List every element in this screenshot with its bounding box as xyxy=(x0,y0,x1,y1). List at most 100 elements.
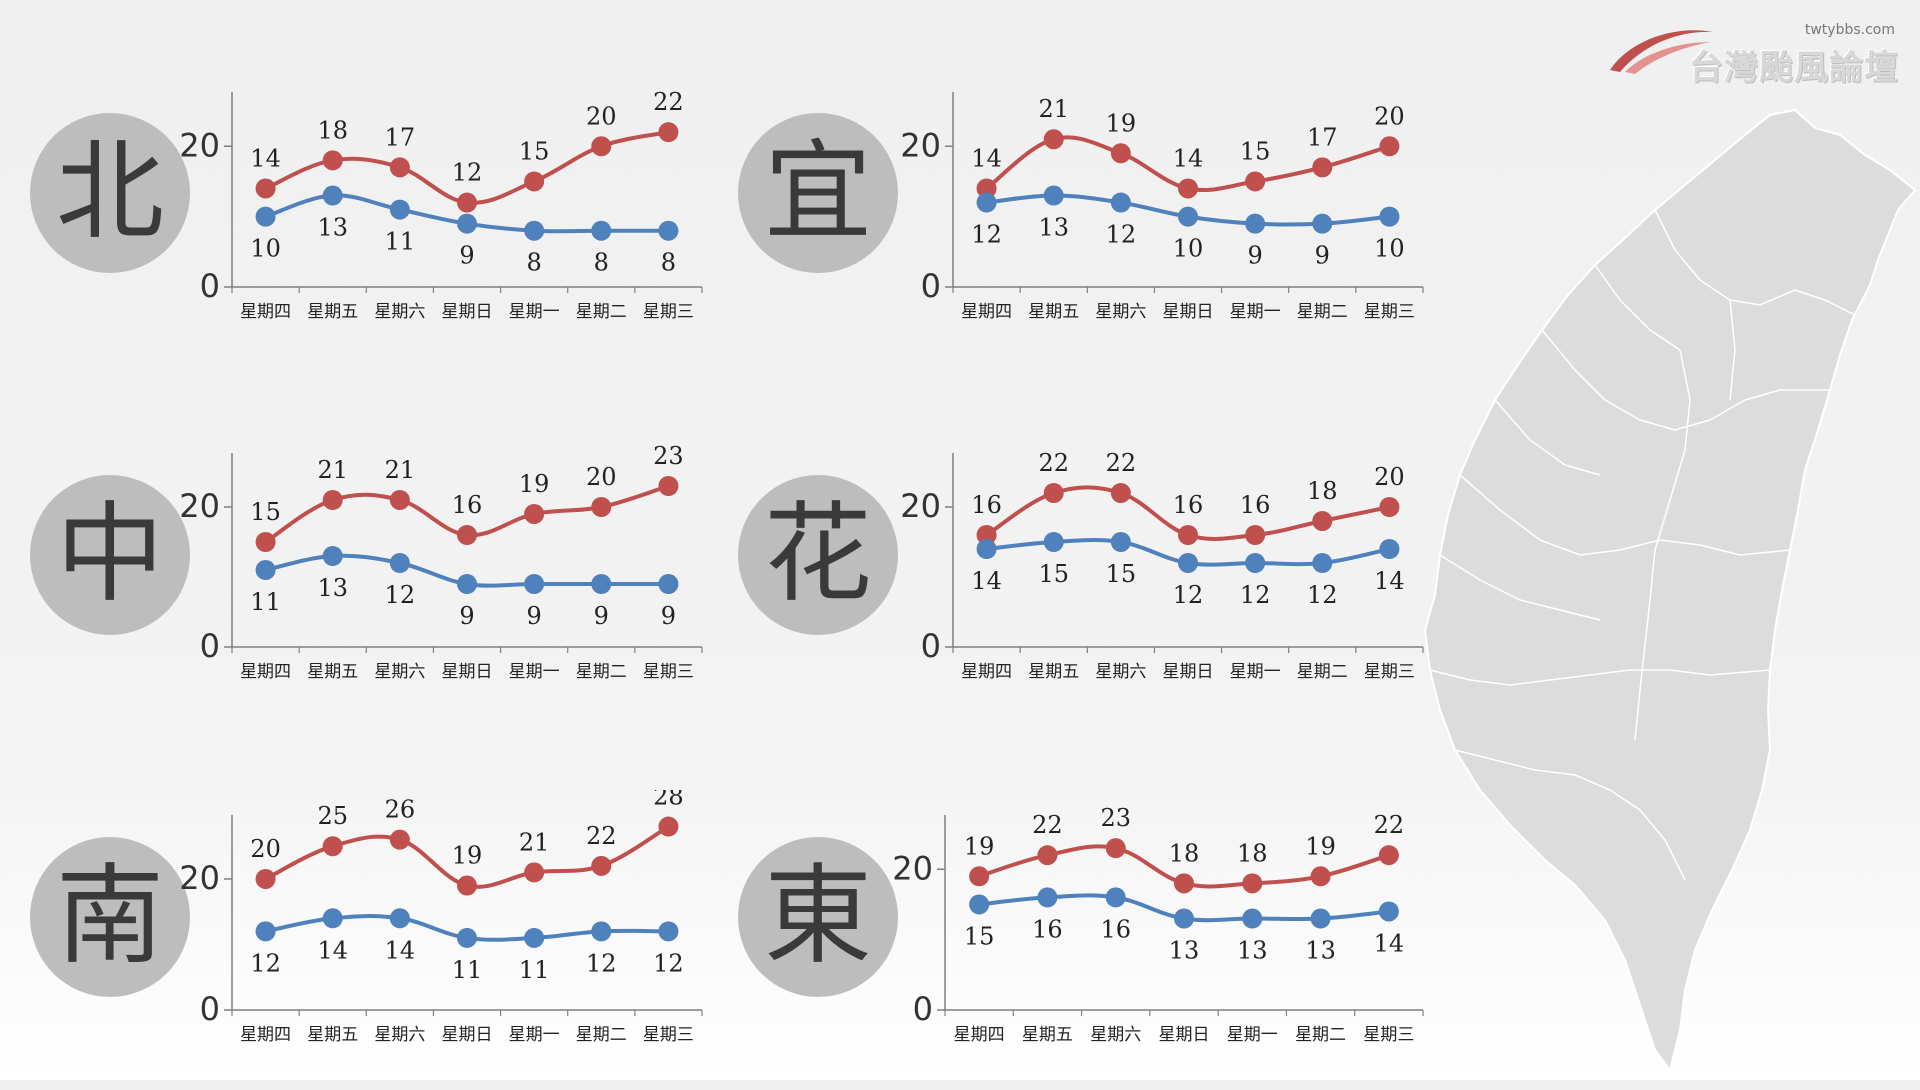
high-temp-label: 19 xyxy=(1305,832,1336,860)
x-tick-label: 星期一 xyxy=(1230,302,1281,322)
high-temp-point xyxy=(1105,838,1126,859)
high-temp-label: 20 xyxy=(1374,102,1405,130)
high-temp-point xyxy=(1245,171,1266,192)
x-tick-label: 星期六 xyxy=(374,302,425,322)
high-temp-label: 23 xyxy=(653,442,684,470)
x-tick-label: 星期三 xyxy=(1364,302,1415,322)
x-tick-label: 星期五 xyxy=(1028,302,1079,322)
high-temp-point xyxy=(1310,866,1331,887)
low-temp-label: 11 xyxy=(519,956,550,984)
high-temp-point xyxy=(1312,157,1333,178)
high-temp-point xyxy=(1110,483,1131,503)
low-temp-label: 9 xyxy=(459,602,474,630)
high-temp-point xyxy=(1379,136,1400,157)
low-temp-point xyxy=(389,908,410,929)
county-borders xyxy=(1429,209,1856,881)
x-tick-label: 星期四 xyxy=(961,302,1012,322)
low-temp-label: 13 xyxy=(1038,214,1069,242)
high-temp-point xyxy=(1043,129,1064,150)
x-tick-label: 星期日 xyxy=(442,1025,493,1045)
low-temp-label: 9 xyxy=(661,602,676,630)
high-temp-point xyxy=(1178,178,1198,199)
x-tick-label: 星期五 xyxy=(307,1025,358,1045)
low-temp-point xyxy=(1110,532,1131,552)
y-tick-label: 20 xyxy=(892,849,933,887)
temperature-chart: 0 20 星期四 星期五 星期六 星期日 星期一 星期二 星期三 16 22 22 16 16 18 20 14… xyxy=(900,449,1424,682)
y-tick-label: 20 xyxy=(900,487,941,525)
high-temp-point xyxy=(1379,497,1400,517)
high-temp-point xyxy=(389,490,410,510)
swoosh-icon xyxy=(1610,30,1713,74)
high-temp-label: 21 xyxy=(1038,95,1069,123)
low-temp-label: 13 xyxy=(317,214,348,242)
high-temp-label: 20 xyxy=(250,835,281,863)
x-tick-label: 星期一 xyxy=(509,1025,560,1045)
low-temp-point xyxy=(524,220,545,241)
high-temp-label: 26 xyxy=(385,796,416,824)
low-temp-label: 10 xyxy=(1374,235,1405,263)
x-tick-label: 星期三 xyxy=(643,1025,694,1045)
high-temp-point xyxy=(591,497,612,517)
x-tick-label: 星期一 xyxy=(509,662,560,682)
high-temp-point xyxy=(1245,525,1266,545)
x-tick-label: 星期一 xyxy=(1230,662,1281,682)
x-tick-label: 星期六 xyxy=(1095,302,1146,322)
x-tick-label: 星期四 xyxy=(240,662,291,682)
y-tick-label: 0 xyxy=(921,267,941,305)
x-tick-label: 星期六 xyxy=(374,662,425,682)
high-temp-point xyxy=(976,178,997,199)
x-tick-label: 星期四 xyxy=(240,1025,291,1045)
x-tick-label: 星期二 xyxy=(576,662,627,682)
low-temp-point xyxy=(1174,908,1194,929)
low-temp-label: 14 xyxy=(1374,929,1405,957)
low-temp-label: 14 xyxy=(971,567,1002,595)
low-temp-label: 8 xyxy=(527,249,542,277)
x-tick-label: 星期六 xyxy=(1090,1025,1141,1045)
low-temp-label: 9 xyxy=(527,602,542,630)
y-tick-label: 0 xyxy=(200,267,220,305)
low-temp-point xyxy=(1312,213,1333,234)
low-temp-label: 12 xyxy=(586,949,617,977)
temperature-chart: 0 20 星期四 星期五 星期六 星期日 星期一 星期二 星期三 14 18 17 12 15 20 22 10… xyxy=(179,88,703,322)
low-temp-point xyxy=(255,560,276,580)
x-tick-label: 星期一 xyxy=(1227,1025,1278,1045)
x-tick-label: 星期四 xyxy=(961,662,1012,682)
low-temp-label: 15 xyxy=(1106,560,1137,588)
high-temp-point xyxy=(389,829,410,850)
site-logo: twtybbs.com 台灣颱風論壇 xyxy=(1605,12,1905,88)
high-temp-label: 19 xyxy=(964,832,995,860)
low-temp-point xyxy=(457,574,477,594)
region-badge: 花 xyxy=(738,475,898,635)
high-temp-label: 20 xyxy=(586,463,617,491)
high-temp-label: 19 xyxy=(1106,109,1137,137)
low-temp-point xyxy=(1178,553,1198,573)
high-temp-label: 16 xyxy=(1173,491,1204,519)
low-temp-label: 12 xyxy=(1173,581,1204,609)
high-temp-label: 28 xyxy=(653,790,684,811)
low-temp-point xyxy=(457,927,477,948)
y-tick-label: 20 xyxy=(179,487,220,525)
low-temp-label: 8 xyxy=(594,249,609,277)
low-temp-label: 12 xyxy=(1106,221,1137,249)
x-tick-label: 星期二 xyxy=(1297,662,1348,682)
low-temp-label: 13 xyxy=(317,574,348,602)
site-url: twtybbs.com xyxy=(1804,22,1895,38)
x-tick-label: 星期日 xyxy=(1159,1025,1210,1045)
low-temp-point xyxy=(524,927,545,948)
x-tick-label: 星期三 xyxy=(643,662,694,682)
x-tick-label: 星期六 xyxy=(374,1025,425,1045)
low-temp-label: 11 xyxy=(385,228,416,256)
low-temp-label: 16 xyxy=(1100,915,1131,943)
high-temp-label: 16 xyxy=(452,491,483,519)
low-temp-label: 8 xyxy=(661,249,676,277)
high-temp-label: 18 xyxy=(1307,477,1338,505)
high-temp-label: 14 xyxy=(1173,144,1204,172)
low-temp-point xyxy=(976,192,997,213)
high-temp-label: 21 xyxy=(385,456,416,484)
high-temp-point xyxy=(591,855,612,876)
y-tick-label: 20 xyxy=(179,859,220,897)
region-badge: 東 xyxy=(738,837,898,997)
high-temp-label: 14 xyxy=(971,144,1002,172)
low-temp-point xyxy=(1043,532,1064,552)
x-tick-label: 星期六 xyxy=(1095,662,1146,682)
